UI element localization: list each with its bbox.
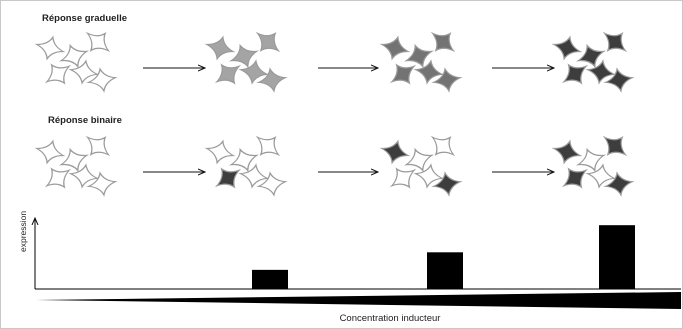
graduelle-cell-2-1 xyxy=(204,35,236,61)
binaire-cell-3-1 xyxy=(379,139,411,165)
graduelle-cell-3-2 xyxy=(403,43,435,69)
stage-arrows xyxy=(143,68,554,172)
x-axis-label: Concentration inducteur xyxy=(339,313,441,324)
binaire-cell-4-3 xyxy=(602,135,628,157)
graduelle-cell-4-6 xyxy=(603,67,635,93)
binaire-cell-1-6 xyxy=(86,171,118,197)
binaire-cell-1-1 xyxy=(34,139,66,165)
graduelle-cell-3-1 xyxy=(379,35,411,61)
graduelle-cell-1-2 xyxy=(58,43,90,69)
binaire-cell-3-4 xyxy=(389,167,417,189)
graduelle-cell-1-1 xyxy=(34,35,66,61)
bar-2 xyxy=(252,269,288,289)
binaire-cell-3-6 xyxy=(431,171,463,197)
graduelle-cell-1-4 xyxy=(44,63,72,85)
graduelle-cell-2-3 xyxy=(255,31,281,53)
chart-axes xyxy=(35,218,681,290)
graduelle-cell-3-5 xyxy=(413,59,445,85)
binaire-cell-4-4 xyxy=(561,167,589,189)
binaire-cell-4-6 xyxy=(603,171,635,197)
binaire-cell-1-2 xyxy=(58,147,90,173)
graduelle-cells xyxy=(34,31,635,93)
binaire-cell-1-5 xyxy=(68,163,100,189)
graduelle-cell-4-2 xyxy=(575,43,607,69)
binaire-cell-3-3 xyxy=(430,135,456,157)
graduelle-cell-3-3 xyxy=(430,31,456,53)
binaire-cell-2-1 xyxy=(204,139,236,165)
bar-4 xyxy=(599,225,635,289)
graduelle-cell-1-6 xyxy=(86,67,118,93)
binaire-cell-4-5 xyxy=(585,163,617,189)
binaire-cell-3-5 xyxy=(413,163,445,189)
concentration-wedge xyxy=(36,292,681,309)
row-label-graduelle: Réponse graduelle xyxy=(42,13,127,24)
binaire-cell-2-3 xyxy=(255,135,281,157)
binaire-cell-4-2 xyxy=(575,147,607,173)
graduelle-cell-1-3 xyxy=(85,31,111,53)
binaire-cell-2-2 xyxy=(228,147,260,173)
binaire-cell-2-5 xyxy=(238,163,270,189)
graduelle-cell-2-6 xyxy=(256,67,288,93)
binaire-cell-3-2 xyxy=(403,147,435,173)
binaire-cell-1-3 xyxy=(85,135,111,157)
graduelle-cell-3-4 xyxy=(389,63,417,85)
graduelle-cell-4-5 xyxy=(585,59,617,85)
binaire-cell-2-6 xyxy=(256,171,288,197)
graduelle-cell-1-5 xyxy=(68,59,100,85)
row-label-binaire: Réponse binaire xyxy=(48,115,122,126)
bar-3 xyxy=(427,252,463,289)
graduelle-cell-4-1 xyxy=(551,35,583,61)
graduelle-cell-4-4 xyxy=(561,63,589,85)
y-axis-label: expression xyxy=(18,210,28,252)
binaire-cell-1-4 xyxy=(44,167,72,189)
chart-bars xyxy=(252,225,635,289)
binaire-cell-2-4 xyxy=(214,167,242,189)
graduelle-cell-2-5 xyxy=(238,59,270,85)
graduelle-cell-2-2 xyxy=(228,43,260,69)
graduelle-cell-4-3 xyxy=(602,31,628,53)
binaire-cells xyxy=(34,135,635,197)
graduelle-cell-3-6 xyxy=(431,67,463,93)
graduelle-cell-2-4 xyxy=(214,63,242,85)
binaire-cell-4-1 xyxy=(551,139,583,165)
